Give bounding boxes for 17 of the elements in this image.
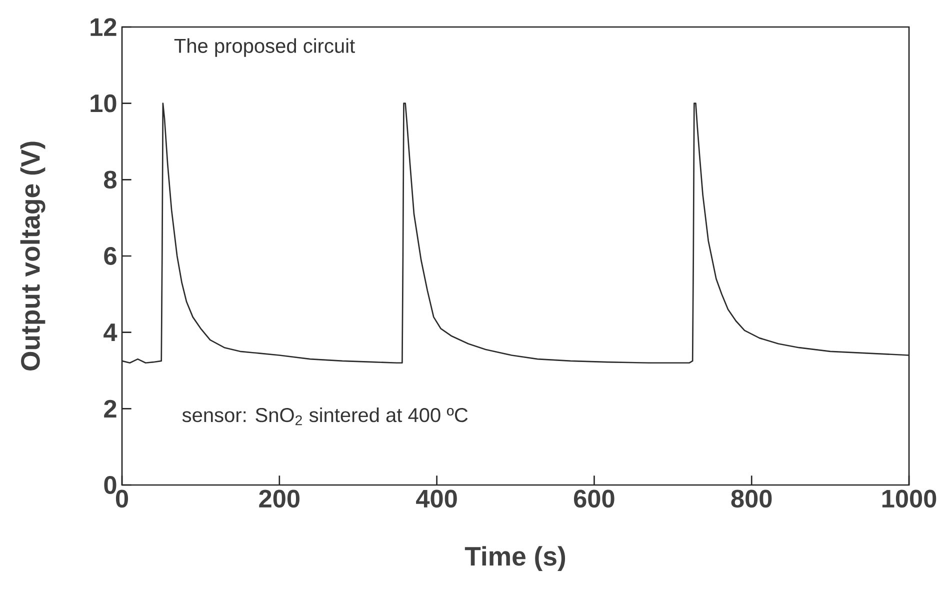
y-tick-label: 0: [104, 476, 116, 494]
y-tick-label: 8: [104, 170, 116, 189]
y-tick-label: 6: [104, 247, 116, 265]
x-tick-label: 200: [259, 490, 300, 508]
y-tick-label: 4: [104, 324, 118, 342]
x-axis-title: Time (s): [464, 546, 566, 571]
x-tick-label: 1000: [882, 490, 936, 508]
annotation: sensor: SnO$_{2}$ sintered at 400 ºC: [182, 407, 468, 426]
y-tick-label: 2: [104, 400, 116, 418]
x-tick-label: 600: [574, 490, 614, 508]
y-axis-title: Output voltage (V): [20, 142, 46, 370]
x-tick-label: 800: [731, 490, 772, 508]
x-tick-label: 0: [116, 490, 128, 508]
annotation: The proposed circuit: [174, 38, 355, 57]
y-tick-label: 12: [90, 18, 116, 36]
y-tick-label: 10: [90, 94, 116, 112]
x-tick-label: 400: [416, 490, 457, 508]
